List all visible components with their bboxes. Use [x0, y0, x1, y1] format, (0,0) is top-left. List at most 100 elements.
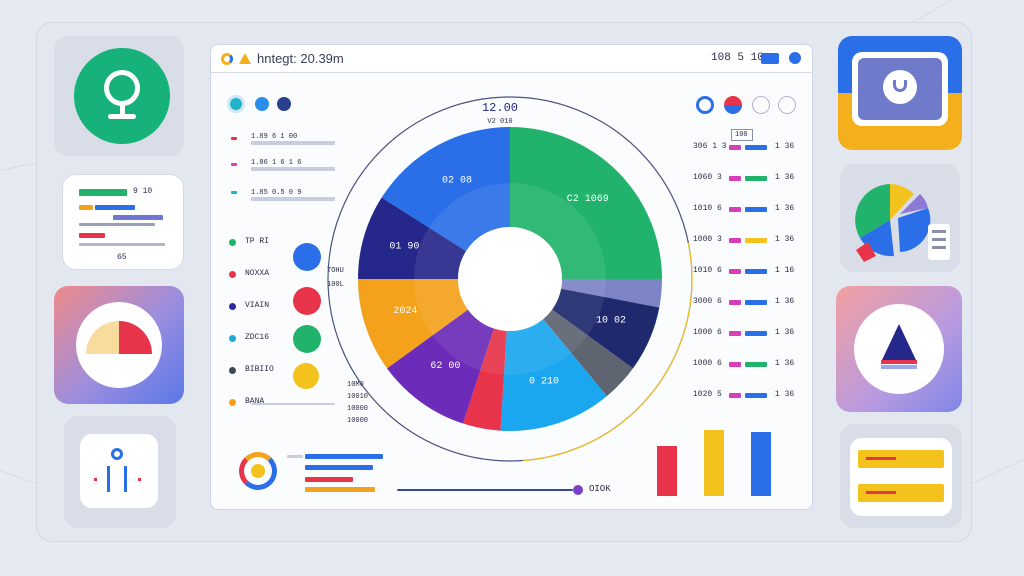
donut-segment[interactable]: [387, 309, 494, 424]
main-window: hntegt: 20.39m 108 5 10 1.89 6 1 00 1.86…: [210, 44, 813, 510]
list-item-bar: [729, 145, 741, 150]
buttons-tile: [840, 424, 962, 528]
list-item-value: 1 36: [775, 173, 795, 182]
list-item-value: 1 36: [775, 297, 795, 306]
user-icon[interactable]: [752, 96, 770, 114]
list-item-bar: [729, 207, 741, 212]
legend-label: ZDC16: [245, 333, 270, 342]
donut-segment-label: 62 00: [430, 361, 460, 372]
mini-bar-tile[interactable]: 9 10 65: [62, 174, 184, 270]
stat-line: 1.89 6 1 00: [251, 133, 298, 141]
donut-segment[interactable]: [463, 328, 507, 431]
list-item-label: 1000 6: [693, 328, 722, 337]
more-icon[interactable]: [778, 96, 796, 114]
donut-segment-label: 10 02: [596, 316, 626, 327]
app-title: hntegt: 20.39m: [257, 51, 344, 66]
donut-segment-label: C2 1069: [567, 194, 609, 205]
settings-icon[interactable]: [789, 52, 801, 64]
side-label: 100L: [327, 281, 344, 289]
list-item-bar: [729, 300, 741, 305]
list-item-bar: [745, 207, 767, 212]
donut-segment-label: 01 90: [389, 241, 419, 252]
stat-line: 1.85 0.5 0 9: [251, 189, 302, 197]
list-item-bar: [745, 331, 767, 336]
list-item-bar: [729, 362, 741, 367]
triangle-icon: [854, 304, 944, 394]
donut-segment-label: 0 210: [529, 377, 559, 388]
list-item-value: 1 36: [775, 142, 795, 151]
pie-chart-icon: [855, 184, 950, 262]
chat-icon: [883, 70, 917, 104]
mini-bar-label: 9 10: [133, 187, 153, 196]
chat-tile[interactable]: [838, 36, 962, 150]
list-item-label: 1020 5: [693, 390, 722, 399]
gauge-icon: [76, 302, 162, 388]
app-logo-icon: [221, 53, 233, 65]
list-button[interactable]: 100: [731, 129, 753, 141]
legend-label: VIAIN: [245, 301, 270, 310]
list-item-bar: [729, 393, 741, 398]
donut-chart: C2 1069 10 02 0 210 62 00 2024 01 90 02 08 12.0…: [327, 96, 693, 462]
list-item-bar: [729, 331, 741, 336]
bottom-bar: [657, 446, 677, 496]
list-item-value: 1 36: [775, 204, 795, 213]
donut-segment[interactable]: [543, 309, 633, 397]
window-toggle-button[interactable]: [761, 53, 779, 64]
target-icon[interactable]: [696, 96, 714, 114]
list-item-value: 1 36: [775, 235, 795, 244]
side-label: 10000: [347, 417, 369, 425]
yellow-button-1[interactable]: [858, 450, 944, 468]
legend-dot: [229, 239, 236, 246]
list-item-bar: [745, 300, 767, 305]
legend-dot: [229, 303, 236, 310]
legend-dot: [229, 367, 236, 374]
list-item-bar: [745, 269, 767, 274]
donut-segment[interactable]: [358, 197, 467, 279]
list-item-bar: [729, 176, 741, 181]
list-item-label: 1000 6: [693, 359, 722, 368]
donut-segment-label: 02 08: [442, 176, 472, 187]
avatar[interactable]: [255, 97, 269, 111]
list-item-bar: [745, 238, 767, 243]
legend-dot: [229, 335, 236, 342]
title-bar: hntegt: 20.39m 108 5 10: [211, 45, 812, 73]
list-item-label: 1010 6: [693, 266, 722, 275]
side-label: 10M0: [347, 381, 364, 389]
mini-donut-icon: [239, 452, 277, 490]
donut-segment[interactable]: [510, 127, 662, 279]
list-item-value: 1 36: [775, 390, 795, 399]
list-item-label: 3000 6: [693, 297, 722, 306]
profile-icon: [74, 48, 170, 144]
list-item-value: 1 16: [775, 266, 795, 275]
legend-label: TP RI: [245, 237, 270, 246]
list-item-bar: [729, 269, 741, 274]
legend-dot: [229, 399, 236, 406]
legend-dot: [229, 271, 236, 278]
donut-segment[interactable]: [500, 319, 607, 431]
list-item-label: 1060 3: [693, 173, 722, 182]
flag-icon[interactable]: [724, 96, 742, 114]
yellow-button-2[interactable]: [858, 484, 944, 502]
donut-segment[interactable]: [552, 288, 660, 369]
profile-tile[interactable]: [54, 36, 184, 156]
avatar[interactable]: [277, 97, 291, 111]
avatar[interactable]: [227, 95, 245, 113]
legend-label: BIBIIO: [245, 365, 274, 374]
stat-line: 1.86 1 6 1 6: [251, 159, 302, 167]
donut-top-label: 12.00: [482, 101, 518, 115]
user-icon: [111, 448, 123, 460]
mini-bar-value: 65: [117, 253, 127, 262]
list-item-value: 1 36: [775, 328, 795, 337]
triangle-tile[interactable]: [836, 286, 962, 412]
list-item-bar: [745, 362, 767, 367]
donut-segment[interactable]: [358, 279, 468, 369]
gauge-tile[interactable]: [54, 286, 184, 404]
warning-icon: [239, 53, 251, 64]
list-item-label: 306 1 3: [693, 142, 727, 151]
counter-readout: 108 5 10: [711, 52, 764, 64]
donut-segment[interactable]: [561, 279, 662, 308]
user-tile[interactable]: [64, 416, 176, 528]
footer-label: OIOK: [589, 484, 611, 494]
pie-tile[interactable]: [840, 164, 960, 272]
donut-segment[interactable]: [381, 127, 510, 252]
